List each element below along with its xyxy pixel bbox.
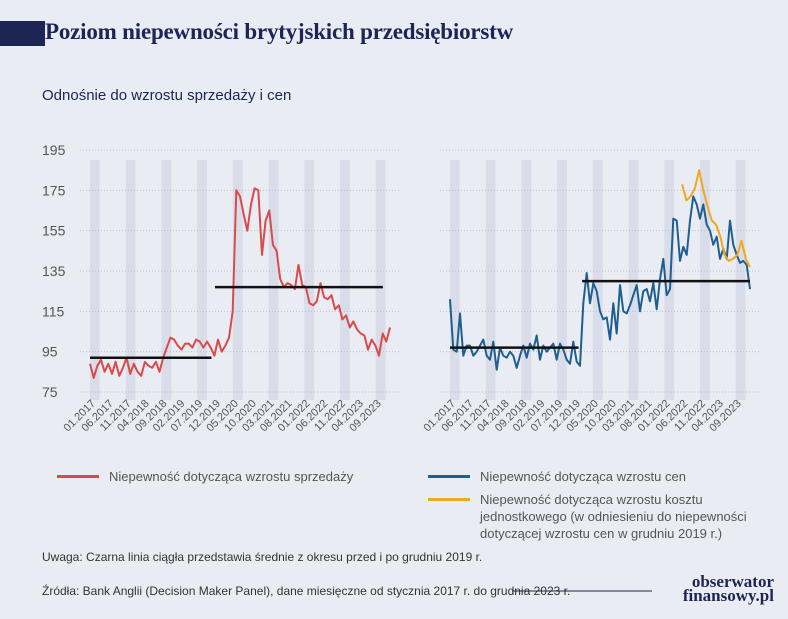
chart-right-band: [521, 160, 532, 400]
chart-source: Źródła: Bank Anglii (Decision Maker Pane…: [42, 584, 571, 598]
logo: obserwator finansowy.pl: [664, 572, 774, 605]
chart-note: Uwaga: Czarna linia ciągła przedstawia ś…: [42, 550, 483, 564]
legend-unit-cost-swatch: [428, 498, 470, 501]
chart-left-band: [90, 160, 100, 400]
chart-left-series-0: [89, 187, 391, 379]
chart-left-band: [375, 160, 386, 400]
chart-left-ytick-label: 195: [42, 142, 66, 158]
chart-title: Poziom niepewności brytyjskich przedsięb…: [45, 19, 514, 44]
chart-left-band: [197, 160, 207, 400]
chart-left-ytick-label: 155: [42, 223, 66, 239]
legend-unit-cost-line3: dotyczącej wzrostu cen w grudniu 2019 r.…: [480, 526, 723, 541]
chart-left-band: [161, 160, 172, 400]
chart-left-ytick-label: 75: [42, 384, 58, 400]
legend-sales: Niepewność dotycząca wzrostu sprzedaży: [57, 468, 397, 486]
chart-subtitle: Odnośnie do wzrostu sprzedaży i cen: [42, 87, 292, 104]
chart-left-band: [125, 160, 136, 400]
chart-left-band: [304, 160, 315, 400]
chart-left-ytick-label: 135: [42, 263, 66, 279]
legend-unit-cost-line1: Niepewność dotycząca wzrostu kosztu: [480, 492, 703, 507]
chart-left-band: [232, 160, 243, 400]
chart-left-band: [340, 160, 350, 400]
chart-left-ytick-label: 175: [42, 182, 66, 198]
legend-unit-cost: Niepewność dotycząca wzrostu kosztu jedn…: [428, 491, 778, 545]
legend-prices: Niepewność dotycząca wzrostu cen: [428, 468, 768, 486]
chart-right-band: [557, 160, 567, 400]
legend-prices-label: Niepewność dotycząca wzrostu cen: [480, 469, 686, 484]
chart-left-ytick-label: 115: [42, 303, 65, 319]
logo-line2: finansowy.pl: [682, 586, 774, 605]
legend-unit-cost-label: Niepewność dotycząca wzrostu kosztu jedn…: [480, 491, 747, 542]
chart-left-ytick-label: 95: [42, 344, 58, 360]
legend-prices-swatch: [428, 475, 470, 478]
legend-unit-cost-line2: jednostkowego (w odniesieniu do niepewno…: [480, 509, 747, 524]
chart-right-series-1: [681, 169, 751, 268]
source-divider: [512, 590, 652, 592]
chart-left-band: [268, 160, 279, 400]
legend-sales-label: Niepewność dotycząca wzrostu sprzedaży: [109, 469, 354, 484]
logo-line1: obserwator: [691, 572, 774, 591]
title-accent-bar: [0, 21, 45, 46]
chart-right-band: [450, 160, 460, 400]
legend-sales-swatch: [57, 475, 99, 478]
chart-right-band: [485, 160, 496, 400]
